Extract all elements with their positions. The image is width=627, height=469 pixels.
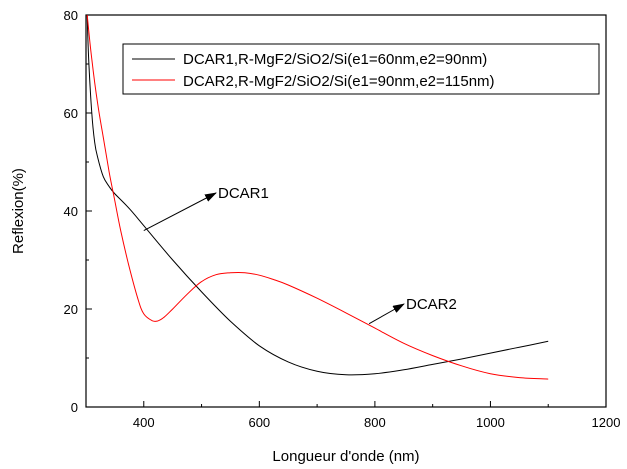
annotations: DCAR1 DCAR2 bbox=[143, 185, 457, 325]
x-tick-label-800: 800 bbox=[364, 415, 386, 430]
annotation-label-1: DCAR1 bbox=[218, 185, 269, 202]
axis-ticks: 400 600 800 1000 1200 0 20 40 60 80 bbox=[64, 8, 621, 430]
legend-label-dcar2: DCAR2,R-MgF2/SiO2/Si(e1=90nm,e2=115nm) bbox=[183, 73, 495, 90]
series-group bbox=[86, 15, 549, 380]
x-tick-label-1200: 1200 bbox=[592, 415, 621, 430]
annotation-label-2: DCAR2 bbox=[406, 296, 457, 313]
y-tick-label-60: 60 bbox=[64, 106, 78, 121]
y-tick-label-80: 80 bbox=[64, 8, 78, 23]
x-tick-label-400: 400 bbox=[133, 415, 155, 430]
series-line-dcar1 bbox=[86, 15, 549, 376]
legend-box bbox=[122, 43, 600, 95]
y-axis-title: Reflexion(%) bbox=[10, 168, 27, 254]
annotation-arrow-1 bbox=[143, 192, 217, 232]
y-tick-label-20: 20 bbox=[64, 302, 78, 317]
x-axis-title: Longueur d'onde (nm) bbox=[272, 448, 419, 465]
legend-label-dcar1: DCAR1,R-MgF2/SiO2/Si(e1=60nm,e2=90nm) bbox=[183, 51, 487, 68]
annotation-arrow-2 bbox=[368, 303, 405, 325]
legend: DCAR1,R-MgF2/SiO2/Si(e1=60nm,e2=90nm) DC… bbox=[122, 43, 600, 95]
y-tick-label-40: 40 bbox=[64, 204, 78, 219]
x-tick-label-1000: 1000 bbox=[476, 415, 505, 430]
y-tick-label-0: 0 bbox=[71, 400, 78, 415]
series-line-dcar2 bbox=[86, 15, 549, 380]
x-tick-label-600: 600 bbox=[248, 415, 270, 430]
